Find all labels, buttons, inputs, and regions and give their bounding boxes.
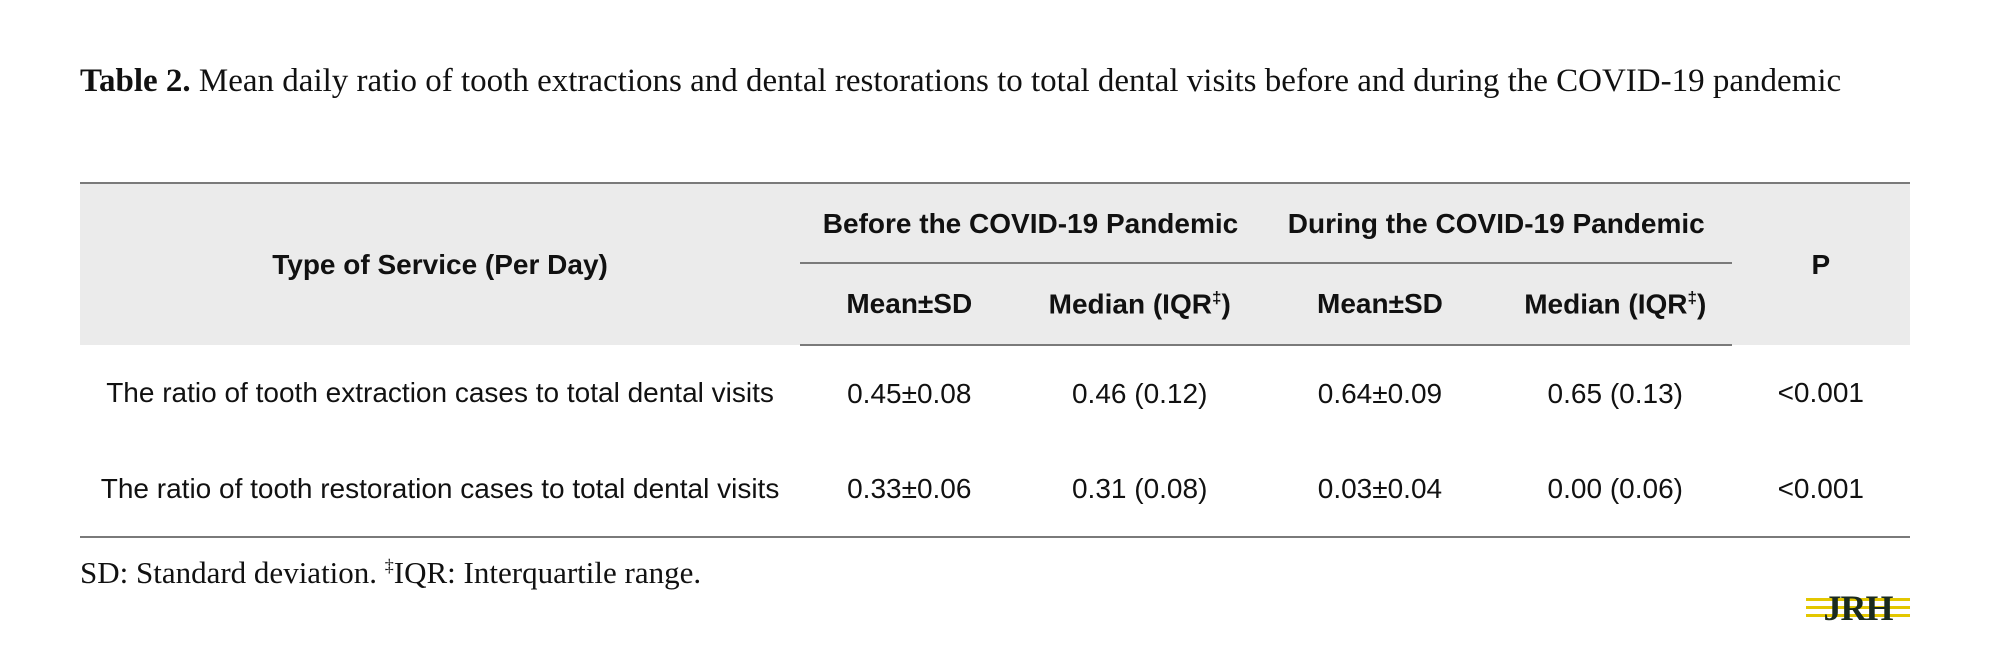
journal-logo: JRH <box>1806 589 1910 627</box>
before-mean-sd-cell: 0.45±0.08 <box>847 377 972 409</box>
before-median-iqr-header: Median (IQR‡) <box>1018 264 1261 346</box>
table-row: The ratio of tooth restoration cases to … <box>80 441 1910 538</box>
before-pandemic-group-header: Before the COVID-19 Pandemic <box>800 182 1261 265</box>
median-close: ) <box>1697 288 1707 320</box>
service-column-header: Type of Service (Per Day) <box>80 182 801 345</box>
during-median-iqr-cell: 0.00 (0.06) <box>1498 441 1732 538</box>
during-mean-sd-cell: 0.64±0.09 <box>1317 377 1443 409</box>
table-footnote: SD: Standard deviation. ‡IQR: Interquart… <box>80 555 701 591</box>
footnote-sd: SD: Standard deviation. <box>80 555 385 590</box>
before-median-iqr-cell: 0.31 (0.08) <box>1018 441 1261 538</box>
caption-text: Mean daily ratio of tooth extractions an… <box>190 63 1842 99</box>
during-pandemic-group-header: During the COVID-19 Pandemic <box>1260 182 1732 265</box>
service-cell: The ratio of tooth restoration cases to … <box>80 441 801 538</box>
logo-stripe <box>1806 606 1910 609</box>
footnote-iqr: IQR: Interquartile range. <box>393 555 702 590</box>
footnote-dagger: ‡ <box>384 555 394 576</box>
before-median-iqr-cell: 0.46 (0.12) <box>1071 377 1208 409</box>
p-value-cell: <0.001 <box>1777 377 1864 408</box>
table-caption: Table 2. Mean daily ratio of tooth extra… <box>80 58 1920 104</box>
logo-stripe <box>1806 614 1910 617</box>
service-cell: The ratio of tooth extraction cases to t… <box>106 377 774 408</box>
during-mean-sd-cell: 0.03±0.04 <box>1260 441 1499 538</box>
logo-stripe <box>1806 598 1910 601</box>
before-mean-sd-cell: 0.33±0.06 <box>800 441 1019 538</box>
logo-text: JRH <box>1824 589 1894 627</box>
table-row: The ratio of tooth extraction cases to t… <box>80 345 1910 441</box>
caption-label: Table 2. <box>80 63 191 99</box>
p-value-cell: <0.001 <box>1731 441 1910 538</box>
during-median-iqr-header: Median (IQR‡) <box>1498 264 1732 346</box>
during-mean-sd-header: Mean±SD <box>1260 264 1499 346</box>
during-median-iqr-cell: 0.65 (0.13) <box>1547 377 1683 409</box>
dagger-mark: ‡ <box>1211 287 1222 307</box>
median-close: ) <box>1221 288 1231 320</box>
results-table: Type of Service (Per Day) Before the COV… <box>80 182 1910 538</box>
before-mean-sd-header: Mean±SD <box>800 264 1019 346</box>
p-value-column-header: P <box>1731 182 1910 345</box>
median-label: Median (IQR <box>1048 288 1212 320</box>
dagger-mark: ‡ <box>1687 287 1697 307</box>
median-label: Median (IQR <box>1524 288 1688 320</box>
